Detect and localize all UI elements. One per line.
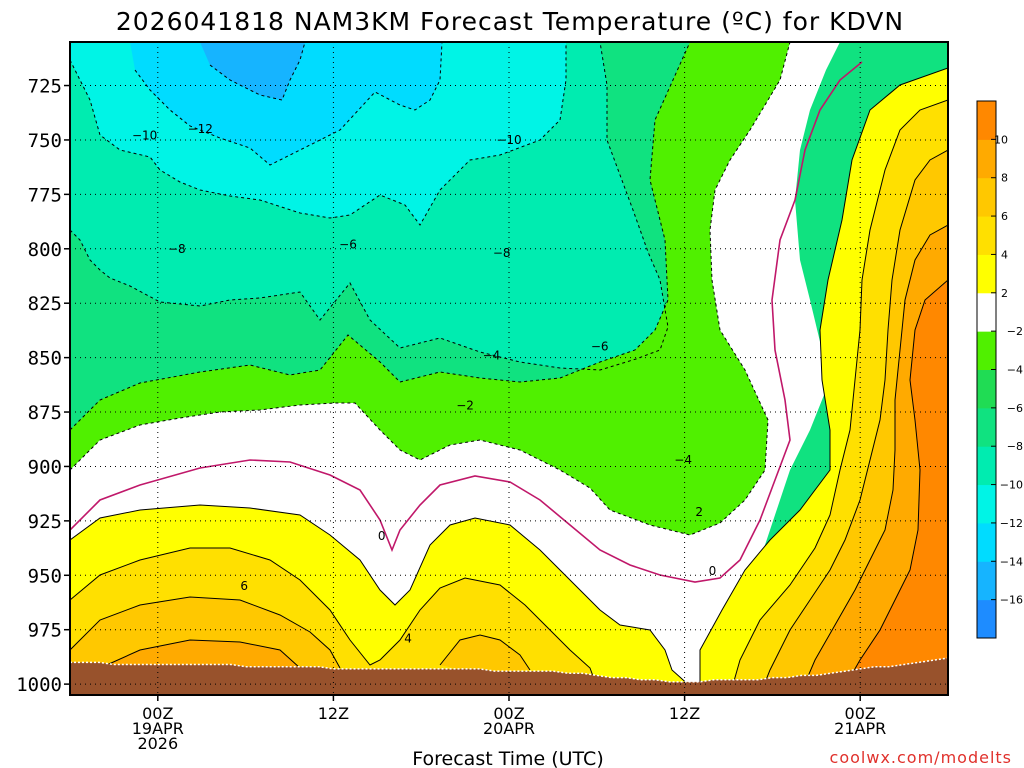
y-tick-label: 850 (28, 348, 62, 370)
plot-area: −12 −10 −10 −8 −8 −6 −6 −4 −4 −2 2 0 0 6 4 (70, 42, 948, 695)
y-tick-label: 800 (28, 239, 62, 261)
colorbar-segment (977, 446, 996, 486)
colorbar-tick-label: −2 (1007, 325, 1023, 338)
contour-label: −8 (493, 246, 511, 260)
x-tick-label: 2026 (137, 734, 178, 753)
colorbar-segment (977, 292, 996, 332)
terrain-below-surface (70, 658, 948, 695)
x-tick-label: 12Z (669, 704, 700, 723)
contour-label: 4 (404, 631, 412, 645)
temp-band-plus2 (70, 68, 948, 695)
colorbar-tick-label: −8 (1007, 440, 1023, 453)
x-tick-label: 19APR (132, 719, 184, 738)
positive-isotherms (70, 67, 948, 695)
colorbar-tick-label: −12 (1000, 517, 1023, 530)
surface-pressure-line (70, 657, 948, 683)
temp-band-plus8 (100, 225, 948, 695)
contour-label: −10 (496, 133, 521, 147)
colorbar-segment (977, 407, 996, 447)
y-tick-label: 950 (28, 565, 62, 587)
colorbar-segment (977, 216, 996, 255)
colorbar-tick-label: 2 (1001, 287, 1008, 300)
contour-label: −2 (456, 399, 474, 413)
colorbar-segment (977, 331, 996, 370)
y-tick-label: 750 (28, 130, 62, 152)
contour-label: 2 (695, 505, 703, 519)
contour-label: −6 (339, 237, 357, 251)
contour-label: −12 (188, 122, 213, 136)
x-tick-label: 00Z (142, 704, 173, 723)
colorbar-segment (977, 561, 996, 601)
contour-label: −10 (132, 129, 157, 143)
temp-band-minus12 (130, 42, 442, 165)
x-axis-label: Forecast Time (UTC) (412, 748, 603, 768)
y-tick-label: 900 (28, 456, 62, 478)
y-tick-label: 1000 (16, 674, 62, 696)
colorbar-tick-label: −6 (1007, 402, 1023, 415)
colorbar-segment (977, 101, 996, 140)
colorbar-tick-label: 4 (1001, 248, 1008, 261)
contour-label: −4 (674, 453, 692, 467)
contour-label: 0 (709, 564, 717, 578)
x-tick-label: 00Z (845, 704, 876, 723)
colorbar-segment (977, 522, 996, 562)
colorbar-tick-label: −14 (1000, 555, 1023, 568)
chart-title: 2026041818 NAM3KM Forecast Temperature (… (116, 7, 904, 36)
y-tick-label: 925 (28, 511, 62, 533)
colorbar-tick-label: 6 (1001, 210, 1008, 223)
temp-band-plus10 (840, 280, 948, 695)
colorbar-tick-label: 10 (994, 133, 1008, 146)
temp-band-minus14 (200, 42, 305, 100)
contour-label: 0 (378, 529, 386, 543)
contour-label: −8 (168, 242, 186, 256)
y-tick-label: 825 (28, 293, 62, 315)
colorbar-segment (977, 177, 996, 217)
colorbar-tick-label: −4 (1007, 364, 1023, 377)
x-tick-label: 12Z (318, 704, 349, 723)
colorbar-segment (977, 139, 996, 179)
contour-label: 6 (240, 579, 248, 593)
contour-label: −4 (483, 348, 501, 362)
y-axis: 725 750 775 800 825 850 875 900 925 950 975 1000 (16, 76, 70, 696)
colorbar-tick-label: −16 (1000, 594, 1023, 607)
contour-label: −6 (591, 340, 609, 354)
colorbar-segment (977, 369, 996, 409)
colorbar-tick-label: −10 (1000, 479, 1023, 492)
colorbar: −16 −14 −12 −10 −8 −6 −4 −2 2 4 6 8 10 (976, 100, 1023, 639)
y-tick-label: 775 (28, 184, 62, 206)
x-tick-label: 20APR (483, 719, 535, 738)
colorbar-segment (977, 599, 996, 639)
x-tick-label: 00Z (493, 704, 524, 723)
y-tick-label: 975 (28, 620, 62, 642)
contour-labels: −12 −10 −10 −8 −8 −6 −6 −4 −4 −2 2 0 0 6 4 (132, 122, 717, 645)
colorbar-segment (977, 254, 996, 294)
y-tick-label: 875 (28, 402, 62, 424)
colorbar-tick-label: 8 (1001, 172, 1008, 185)
credit-text: coolwx.com/modelts (830, 748, 1012, 767)
x-tick-label: 21APR (834, 719, 886, 738)
y-tick-label: 725 (28, 76, 62, 98)
negative-isotherms (70, 42, 791, 536)
freezing-isotherm (70, 61, 863, 583)
colorbar-segment (977, 484, 996, 524)
